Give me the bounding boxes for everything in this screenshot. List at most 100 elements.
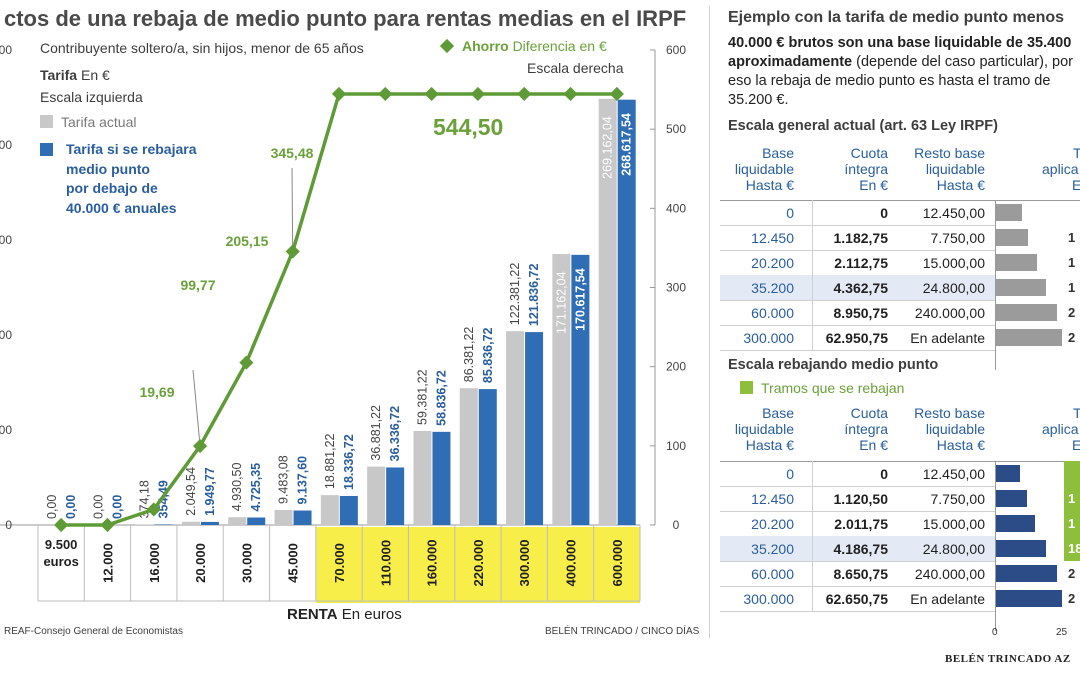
ahorro-point (239, 355, 254, 370)
table2-tipo-bar (996, 515, 1036, 532)
t1-header-resto: Resto base liquidable Hasta € (893, 145, 985, 193)
table1-row-rule (720, 300, 996, 301)
table2-row-rule (720, 586, 996, 587)
example-paragraph: 40.000 € brutos son una base liquidable … (728, 34, 1080, 110)
table1-cell-base: 0 (786, 205, 794, 221)
table2-cell-cuota: 4.186,75 (833, 541, 889, 557)
table2-rebaja-marker (1064, 511, 1080, 536)
t1-header-tipo-3: En (1072, 177, 1080, 193)
t2-header-tipo-2: aplica (1042, 421, 1079, 437)
table1-cell-resto: 7.750,00 (930, 230, 986, 246)
y-right-tick-label: 0 (673, 518, 680, 532)
right-credit: BELÉN TRINCADO AZ (945, 653, 1071, 665)
table2-tipo-label: 18 (1068, 541, 1080, 556)
bar-tarifa-actual (459, 388, 478, 525)
t1-header-resto-2: liquidable (925, 161, 985, 177)
table1-tipo-label: 2 (1068, 330, 1076, 345)
table1-row-highlight (720, 275, 996, 300)
bar-tarifa-rebaja (200, 521, 219, 525)
t2-header-resto: Resto base liquidable Hasta € (893, 405, 985, 453)
table1-tipo-bar (996, 279, 1046, 296)
table1-cell-resto: 15.000,00 (922, 255, 985, 271)
ahorro-value-label: 345,48 (271, 145, 314, 161)
table1-cell-base: 20.200 (751, 255, 794, 271)
table1-cell-cuota: 0 (880, 205, 888, 221)
table1-cell-cuota: 62.950,75 (825, 330, 888, 346)
ahorro-value-label: 19,69 (139, 384, 174, 400)
bar-label-actual: 86.381,22 (462, 327, 476, 383)
category-label: 16.000 (147, 543, 162, 583)
y-left-tick-label: 000 (0, 423, 12, 437)
bar-tarifa-rebaja (247, 517, 266, 525)
y-right-tick-label: 500 (666, 122, 686, 136)
table2-tipo-label: 1 (1068, 516, 1076, 531)
bar-label-rebaja: 0,00 (110, 495, 124, 519)
highlight-category-bg (315, 527, 363, 603)
bar-tarifa-actual (228, 517, 247, 525)
bar-tarifa-rebaja (339, 495, 358, 525)
bar-tarifa-rebaja (525, 332, 544, 525)
table2-rebaja-marker (1064, 486, 1080, 511)
table1-row-rule (720, 225, 996, 226)
table2-cell-cuota: 8.650,75 (833, 566, 889, 582)
category-label: 12.000 (100, 543, 115, 583)
table1-col-rule (812, 200, 813, 350)
bar-label-actual: 2.049,54 (184, 467, 198, 516)
bar-tarifa-actual (413, 430, 432, 525)
table2-tipo-bar (996, 590, 1063, 607)
bar-label-actual: 4.930,50 (230, 462, 244, 511)
t1-header-base-2: liquidable (734, 161, 794, 177)
t2-header-base: Base liquidable Hasta € (720, 405, 794, 453)
bar-label-rebaja: 0,00 (64, 495, 78, 519)
table1-bar-axis (995, 200, 996, 370)
table1-cell-cuota: 1.182,75 (833, 230, 889, 246)
y-left-tick-label: 000 (0, 138, 12, 152)
table2-row-rule (720, 611, 996, 612)
bar-label-actual: 59.381,22 (415, 369, 429, 425)
table2-row-highlight (720, 536, 996, 561)
table2-bar-axis (995, 461, 996, 631)
ahorro-point (378, 86, 393, 102)
y-left-tick-label: 000 (0, 43, 12, 57)
highlight-category-bg (362, 527, 409, 603)
table2-col-rule (812, 461, 813, 611)
legend-tramos-label: Tramos que se rebajan (761, 380, 905, 396)
bar-tarifa-actual (274, 509, 293, 525)
bar-tarifa-rebaja (293, 510, 312, 525)
table2-top-rule (720, 461, 1080, 462)
legend-tramos-swatch (740, 381, 753, 394)
category-label: 220.000 (471, 540, 486, 587)
bar-tarifa-rebaja (478, 389, 497, 525)
bar-tarifa-rebaja (432, 431, 451, 525)
legend-tramos: Tramos que se rebajan (740, 380, 904, 396)
category-label: 45.000 (286, 543, 301, 583)
t2-header-cuota: Cuota íntegra En € (812, 405, 888, 453)
bar-label-rebaja: 121.836,72 (527, 263, 541, 326)
t2-header-resto-1: Resto base (914, 405, 985, 421)
legend-rebaja-line-4: 40.000 € anuales (66, 199, 177, 216)
ahorro-point (193, 438, 208, 454)
ahorro-point (285, 244, 300, 259)
bar-tarifa-actual (135, 524, 154, 525)
table1-cell-base: 300.000 (743, 330, 794, 346)
t1-header-tipo: T aplica En (1040, 145, 1080, 193)
t1-header-tipo-2: aplica (1042, 161, 1079, 177)
table1-tipo-label: 1 (1068, 255, 1076, 270)
category-label: 400.000 (564, 540, 579, 587)
table2-cell-resto: En adelante (910, 591, 985, 607)
legend-ahorro-label: Ahorro (462, 38, 509, 54)
bar-tarifa-actual (181, 521, 200, 525)
t2-header-resto-2: liquidable (925, 421, 985, 437)
legend-ahorro-unit: Diferencia en € (512, 38, 607, 54)
table2-tipo-label: 2 (1068, 591, 1076, 606)
table2-title: Escala rebajando medio punto (728, 357, 939, 373)
example-title: Ejemplo con la tarifa de medio punto men… (728, 9, 1065, 26)
table1-top-rule (720, 200, 1080, 201)
bar-tarifa-actual (506, 331, 525, 525)
xaxis-label: RENTA (287, 606, 338, 623)
y-left-tick-label: 000 (0, 233, 12, 247)
table2-cell-resto: 240.000,00 (914, 566, 985, 582)
t2-header-tipo: T aplica En (1040, 405, 1080, 453)
table2-cell-base: 35.200 (751, 541, 794, 557)
bar-label-actual: 18.881,22 (323, 433, 337, 489)
